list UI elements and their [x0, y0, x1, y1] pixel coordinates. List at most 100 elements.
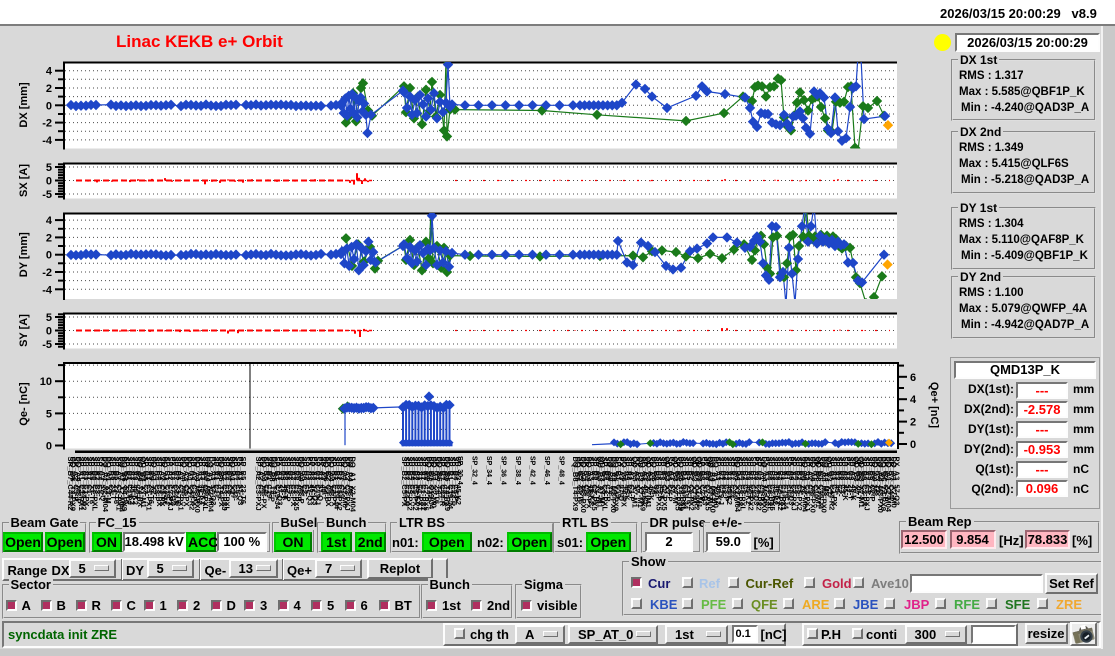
svg-text:SP_B1_C19-J4: SP_B1_C19-J4 — [817, 457, 826, 510]
svg-text:SP_B8_C2-: SP_B8_C2- — [142, 457, 151, 498]
svg-text:SP_A3_45-: SP_A3_45- — [833, 457, 842, 496]
svg-text:SP_B1_C19-: SP_B1_C19- — [811, 457, 820, 502]
svg-text:SP_B5_23-T6: SP_B5_23-T6 — [112, 457, 121, 505]
svg-text:DQ_B6_T4-PX9: DQ_B6_T4-PX9 — [676, 457, 685, 512]
svg-text:QD_B3_X7-M1: QD_B3_X7-M1 — [857, 457, 866, 508]
svg-text:-4: -4 — [42, 135, 53, 147]
svg-text:DQ_A1_X2-M04: DQ_A1_X2-M04 — [733, 457, 742, 513]
svg-text:PX_A3_57-Q3: PX_A3_57-Q3 — [236, 457, 245, 506]
svg-text:SP_B7_C44-R2: SP_B7_C44-R2 — [693, 457, 702, 511]
svg-text:SP_B5_23-T: SP_B5_23-T — [109, 457, 118, 501]
svg-text:PX_A3_57-Q3: PX_A3_57-Q3 — [892, 457, 901, 506]
svg-text:SP_B5_23-: SP_B5_23- — [798, 457, 807, 496]
svg-text:0: 0 — [46, 326, 52, 338]
svg-text:-2: -2 — [42, 267, 52, 279]
svg-text:SP_A1_C1-: SP_A1_C1- — [212, 457, 221, 498]
svg-text:QD_B3_X7-M: QD_B3_X7-M — [671, 457, 680, 504]
svg-text:SP_A3_45-K: SP_A3_45-K — [308, 457, 317, 502]
svg-text:-2: -2 — [42, 118, 52, 130]
svg-text:SP_A3_45-K2: SP_A3_45-K2 — [714, 457, 723, 505]
svg-text:SP_B7_C44-: SP_B7_C44- — [231, 457, 240, 502]
svg-text:SP_A1_C1-PX1: SP_A1_C1-PX1 — [115, 457, 124, 511]
svg-text:DQ_A4_M8-: DQ_A4_M8- — [871, 457, 880, 500]
svg-text:SP_A3_45-K2: SP_A3_45-K2 — [641, 457, 650, 505]
svg-text:SP_B5_23-T6: SP_B5_23-T6 — [432, 457, 441, 505]
svg-text:SP_B4_C8-PX: SP_B4_C8-PX — [155, 457, 164, 507]
svg-text:SP_B4_C8-PXL: SP_B4_C8-PXL — [738, 457, 747, 512]
svg-text:SY [A]: SY [A] — [18, 314, 30, 347]
svg-text:SP_A2_C3-PXJ: SP_A2_C3-PXJ — [803, 457, 812, 511]
svg-text:SP_B1_C19-J: SP_B1_C19-J — [313, 457, 322, 505]
svg-text:2: 2 — [46, 232, 52, 244]
svg-text:SP_B4_C8-: SP_B4_C8- — [225, 457, 234, 498]
svg-text:PX_A3_57-Q: PX_A3_57-Q — [617, 457, 626, 502]
svg-text:SP_B7_C44-R2: SP_B7_C44-R2 — [828, 457, 837, 511]
svg-text:SP_B1_C19-J: SP_B1_C19-J — [125, 457, 134, 505]
svg-text:SP_B4_C8-PXL: SP_B4_C8-PXL — [90, 457, 99, 512]
svg-text:SP_A1_C1-PX1: SP_A1_C1-PX1 — [177, 457, 186, 511]
svg-text:SP_B7_C44-: SP_B7_C44- — [784, 457, 793, 502]
svg-text:SP_B2_C5-PX2: SP_B2_C5-PX2 — [795, 457, 804, 511]
svg-text:DQ_B6_T4-: DQ_B6_T4- — [606, 457, 615, 498]
svg-text:SP_A2_C3-PX: SP_A2_C3-PX — [158, 457, 167, 507]
svg-text:QD_B3_X7-M1: QD_B3_X7-M1 — [595, 457, 604, 508]
svg-text:SP_B5_23-T6: SP_B5_23-T6 — [123, 457, 132, 505]
svg-text:PX_A3_57-Q3: PX_A3_57-Q3 — [763, 457, 772, 506]
svg-text:5: 5 — [46, 162, 52, 174]
svg-text:SP_A3_45-K: SP_A3_45-K — [281, 457, 290, 502]
svg-text:SP_B5_23-T6: SP_B5_23-T6 — [684, 457, 693, 505]
svg-text:SP_B2_C5-PX: SP_B2_C5-PX — [736, 457, 745, 507]
svg-text:DQ_A4_M8-: DQ_A4_M8- — [204, 457, 213, 500]
svg-text:SP_B8_C2-PX5: SP_B8_C2-PX5 — [674, 457, 683, 511]
svg-text:SP_B1_C19-: SP_B1_C19- — [265, 457, 274, 502]
svg-text:SP_B8_C2-P: SP_B8_C2-P — [603, 457, 612, 502]
svg-text:SP_B5_23-T6: SP_B5_23-T6 — [576, 457, 585, 505]
svg-text:DQ_A1_X2-: DQ_A1_X2- — [228, 457, 237, 498]
svg-text:SP_A3_45-K2: SP_A3_45-K2 — [774, 457, 783, 505]
svg-text:SP_B8_C2-PX5: SP_B8_C2-PX5 — [655, 457, 664, 511]
svg-text:SP_B4_C8-PXL: SP_B4_C8-PXL — [223, 457, 232, 512]
svg-text:SP_B7_C44-R: SP_B7_C44-R — [171, 457, 180, 507]
svg-text:SP_B7_C44-R2: SP_B7_C44-R2 — [80, 457, 89, 511]
svg-text:DQ_A1_X2-M0: DQ_A1_X2-M0 — [340, 457, 349, 508]
svg-text:SP_B4_C8-PXL: SP_B4_C8-PXL — [765, 457, 774, 512]
svg-text:SP_B1_C19-J: SP_B1_C19-J — [163, 457, 172, 505]
svg-text:SP_B4_C8-PXL: SP_B4_C8-PXL — [679, 457, 688, 512]
svg-text:QD_B3_X7-M1: QD_B3_X7-M1 — [814, 457, 823, 508]
svg-text:-4: -4 — [42, 284, 53, 296]
svg-text:QD_B3_X7-M1: QD_B3_X7-M1 — [644, 457, 653, 508]
svg-text:PX_A3_57-Q3: PX_A3_57-Q3 — [752, 457, 761, 506]
svg-text:SP_A3_45-K2: SP_A3_45-K2 — [744, 457, 753, 505]
svg-text:SP_42_4: SP_42_4 — [529, 456, 536, 485]
svg-text:SP_A3_45-K: SP_A3_45-K — [841, 457, 850, 502]
svg-text:SP_B8_C2-P: SP_B8_C2-P — [295, 457, 304, 502]
svg-text:SP_A2_C3-P: SP_A2_C3-P — [71, 457, 80, 502]
svg-text:DQ_A4_M8-PX0: DQ_A4_M8-PX0 — [876, 457, 885, 513]
svg-text:SP_A1_C1-PX1: SP_A1_C1-PX1 — [416, 457, 425, 511]
svg-text:SP_B8_C2-: SP_B8_C2- — [838, 457, 847, 498]
svg-text:SP_B4_C8-P: SP_B4_C8-P — [666, 457, 675, 502]
svg-text:SP_30_4: SP_30_4 — [456, 456, 463, 485]
svg-text:SP_B7_C44-R2: SP_B7_C44-R2 — [188, 457, 197, 511]
svg-text:SP_B7_C44: SP_B7_C44 — [749, 457, 758, 500]
svg-text:DQ_B6_T4-PX: DQ_B6_T4-PX — [620, 457, 629, 507]
svg-text:PX_A3_57-Q3: PX_A3_57-Q3 — [276, 457, 285, 506]
svg-text:PX_A3_57-: PX_A3_57- — [668, 457, 677, 496]
svg-text:SP_A1_C1-PX1: SP_A1_C1-PX1 — [77, 457, 86, 511]
svg-text:SP_B8_C2-PX5: SP_B8_C2-PX5 — [660, 457, 669, 511]
svg-text:SP_B8_C2-PX5: SP_B8_C2-PX5 — [292, 457, 301, 511]
svg-text:SP_B1_C19-: SP_B1_C19- — [215, 457, 224, 502]
svg-text:DQ_A4_M8-: DQ_A4_M8- — [822, 457, 831, 500]
svg-text:SP_B8_C2-P: SP_B8_C2-P — [698, 457, 707, 502]
svg-text:QD_B3_X7-M: QD_B3_X7-M — [690, 457, 699, 504]
svg-text:DQ_B6_T4-: DQ_B6_T4- — [270, 457, 279, 498]
svg-text:QD_B3_X7-M: QD_B3_X7-M — [706, 457, 715, 504]
svg-text:DQ_A1_X2-M0: DQ_A1_X2-M0 — [430, 457, 439, 508]
svg-text:DQ_B6_T4-PX9: DQ_B6_T4-PX9 — [879, 457, 888, 512]
svg-text:5: 5 — [46, 312, 52, 324]
svg-text:QD_B3_X7-M1: QD_B3_X7-M1 — [636, 457, 645, 508]
svg-text:DQ_A1_X2-M: DQ_A1_X2-M — [104, 457, 113, 504]
svg-text:SP_A3_45-K2: SP_A3_45-K2 — [196, 457, 205, 505]
svg-text:PX_A3_57-: PX_A3_57- — [633, 457, 642, 496]
svg-text:SP_A1_C1-PX1: SP_A1_C1-PX1 — [419, 457, 428, 511]
